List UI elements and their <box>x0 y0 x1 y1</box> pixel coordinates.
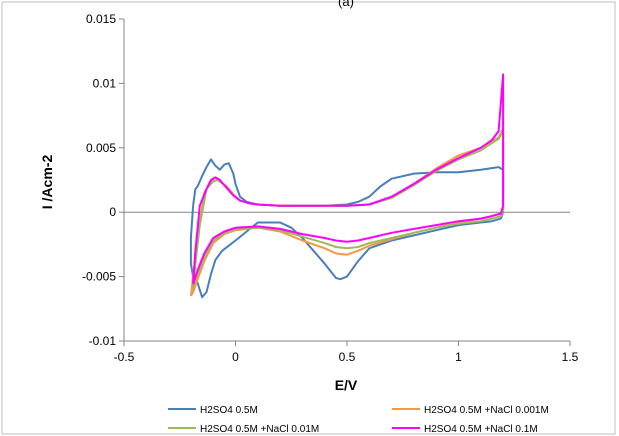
y-tick-label: 0 <box>109 205 116 219</box>
y-tick-label: 0.01 <box>93 76 117 90</box>
x-axis-title: E/V <box>335 377 358 393</box>
x-tick-label: 1 <box>455 350 462 364</box>
series-layer <box>189 73 505 299</box>
x-tick-label: -0.5 <box>114 350 135 364</box>
y-tick-label: 0.015 <box>86 12 116 26</box>
y-axis-title: I /Acm-2 <box>39 155 55 210</box>
x-tick-label: 0.5 <box>339 350 356 364</box>
x-axis-ticks: -0.5 0 0.5 1 1.5 <box>114 341 579 364</box>
x-tick-label: 1.5 <box>562 350 579 364</box>
chart-title: (a) <box>338 0 354 9</box>
y-tick-label: 0.005 <box>86 141 116 155</box>
legend-label-3: H2SO4 0.5M +NaCl 0.01M <box>200 424 319 435</box>
x-tick-label: 0 <box>232 350 239 364</box>
series-line-1 <box>189 158 505 299</box>
legend-label-1: H2SO4 0.5M <box>200 405 258 416</box>
legend-label-2: H2SO4 0.5M +NaCl 0.001M <box>424 405 549 416</box>
y-tick-label: -0.005 <box>82 270 116 284</box>
legend-label-4: H2SO4 0.5M +NaCl 0.1M <box>424 424 538 435</box>
series-line-4 <box>192 73 505 285</box>
y-axis-ticks: -0.01 -0.005 0 0.005 0.01 0.015 <box>82 12 124 348</box>
y-tick-label: -0.01 <box>89 334 117 348</box>
legend: H2SO4 0.5M H2SO4 0.5M +NaCl 0.001M H2SO4 0… <box>168 405 549 435</box>
